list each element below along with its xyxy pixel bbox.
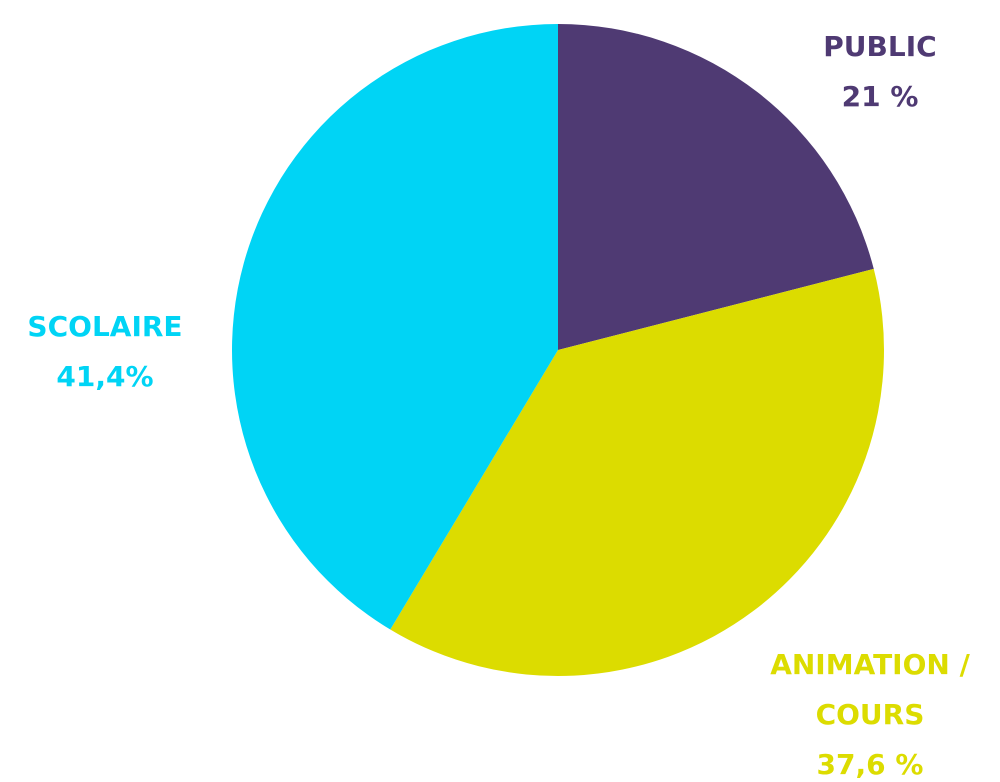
value-label: 37,6 % xyxy=(816,748,924,781)
value-label: 21 % xyxy=(841,80,919,113)
slice-label: ANIMATION / COURS 37,6 % xyxy=(735,640,1000,782)
value-label: 41,4% xyxy=(56,360,154,393)
category-label: ANIMATION / COURS xyxy=(770,648,970,731)
category-label: PUBLIC xyxy=(823,30,937,63)
pie-slice xyxy=(390,268,884,677)
slice-label: SCOLAIRE 41,4% xyxy=(0,302,210,402)
category-label: SCOLAIRE xyxy=(27,310,183,343)
pie-slice xyxy=(558,24,874,350)
pie-slice xyxy=(231,24,558,630)
slice-label: PUBLIC 21 % xyxy=(760,22,1000,122)
